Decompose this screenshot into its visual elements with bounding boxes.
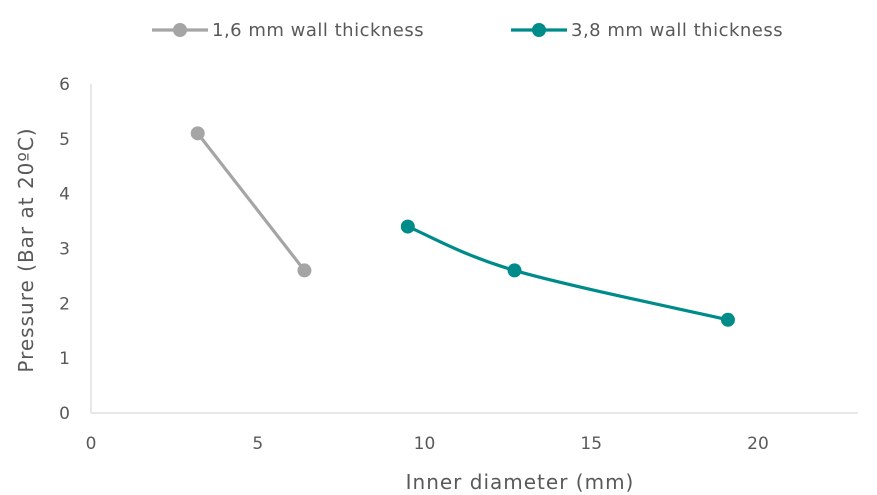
y-tick-label: 0 [59, 404, 70, 424]
y-tick-label: 1 [59, 349, 70, 369]
x-tick-label: 0 [86, 434, 97, 454]
x-tick-label: 10 [414, 434, 436, 454]
x-tick-label: 5 [252, 434, 263, 454]
plot-series [190, 126, 735, 327]
legend-label: 3,8 mm wall thickness [571, 20, 783, 41]
legend-item: 3,8 mm wall thickness [511, 20, 783, 41]
x-axis: 0 5 10 15 20 [86, 412, 858, 454]
y-axis-title: Pressure (Bar at 20ºC) [14, 127, 38, 372]
data-point [720, 312, 735, 327]
series-line [406, 224, 730, 322]
data-point [400, 219, 415, 234]
series-2 [400, 219, 735, 327]
y-tick-label: 6 [59, 75, 70, 95]
data-point [507, 263, 522, 278]
legend-marker [532, 23, 546, 37]
x-tick-label: 20 [747, 434, 769, 454]
y-tick-label: 2 [59, 294, 70, 314]
legend-marker [173, 23, 187, 37]
legend: 1,6 mm wall thickness 3,8 mm wall thickne… [152, 20, 783, 41]
y-tick-label: 4 [59, 185, 70, 205]
legend-item: 1,6 mm wall thickness [152, 20, 424, 41]
data-point [297, 263, 312, 278]
y-axis: 0 1 2 3 4 5 6 [59, 75, 92, 424]
data-point [190, 126, 205, 141]
series-line [196, 131, 307, 273]
x-tick-label: 15 [580, 434, 602, 454]
series-1 [190, 126, 312, 278]
x-axis-title: Inner diameter (mm) [406, 470, 635, 494]
y-tick-label: 3 [59, 240, 70, 260]
legend-label: 1,6 mm wall thickness [212, 20, 424, 41]
y-tick-label: 5 [59, 130, 70, 150]
